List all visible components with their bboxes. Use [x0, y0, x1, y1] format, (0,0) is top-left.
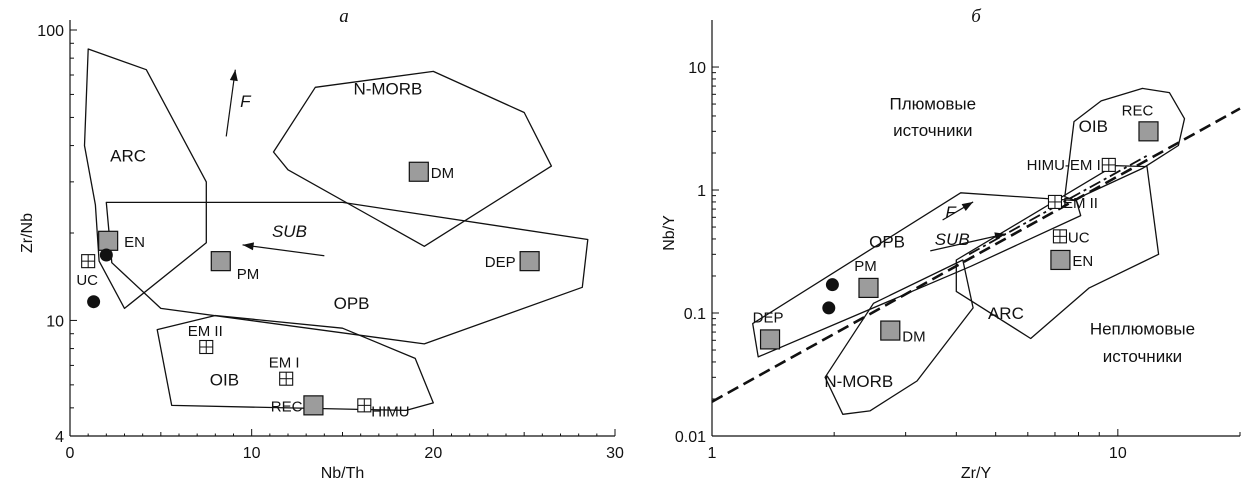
panel-title: б: [971, 6, 982, 27]
arrow-head: [961, 201, 974, 211]
annotation-text: источники: [1103, 347, 1182, 366]
point-label-dep: DEP: [485, 254, 516, 271]
field-arc: [955, 164, 1160, 340]
discriminant-line: [711, 107, 1241, 403]
annotation-text: Плюмовые: [890, 95, 977, 114]
x-tick-label: 20: [424, 445, 442, 462]
point-square-dm: [408, 161, 429, 182]
field-oib: [1064, 87, 1186, 201]
vector-sub: [242, 244, 325, 257]
point-label-en: EN: [1072, 253, 1093, 270]
field-label-opb: OPB: [869, 233, 905, 252]
arrow-head: [229, 69, 238, 82]
annotation-text: Неплюмовые: [1090, 319, 1195, 338]
y-tick-label: 1: [697, 183, 706, 200]
field-n-morb: [824, 259, 974, 415]
field-n-morb: [272, 70, 553, 247]
vector-label-f: F: [945, 203, 957, 222]
point-label-uc: UC: [76, 272, 98, 289]
point-square-pm: [858, 277, 879, 299]
point-label-pm: PM: [854, 258, 877, 275]
point-square-en: [1050, 249, 1071, 271]
field-arc: [83, 48, 207, 310]
panel-a: а Nb/Th Zr/Nb 0 10 20 30 4 10 100 ARC N-MORB OPB OIB F…: [19, 6, 624, 482]
field-label-arc: ARC: [988, 304, 1024, 323]
vector-f: [225, 69, 236, 137]
x-tick-label: 0: [66, 445, 75, 462]
point-dot: [87, 295, 101, 309]
point-label-uc: UC: [1068, 229, 1090, 246]
point-square-rec: [1138, 121, 1159, 142]
field-opb: [105, 201, 589, 345]
y-axis-label: Zr/Nb: [19, 213, 36, 253]
field-label-n-morb: N-MORB: [824, 372, 893, 391]
y-tick-label: 10: [46, 313, 64, 330]
field-label-n-morb: N-MORB: [353, 79, 422, 98]
point-dot: [99, 248, 113, 262]
point-square-pm: [210, 251, 231, 272]
vector-label-sub: SUB: [935, 230, 970, 249]
x-tick-label: 10: [1109, 445, 1127, 462]
field-oib: [156, 314, 434, 412]
field-opb: [752, 192, 1082, 358]
vector-label-sub: SUB: [272, 222, 307, 241]
annotation-text: источники: [893, 121, 972, 140]
point-label-dep: DEP: [753, 309, 784, 326]
point-square-rec: [303, 395, 324, 416]
point-label-rec: REC: [1122, 102, 1154, 119]
y-tick-label: 0.1: [684, 306, 706, 323]
x-axis-label: Nb/Th: [321, 465, 365, 482]
point-label-em-i: EM I: [269, 355, 300, 372]
arrow-head: [994, 232, 1006, 241]
y-axis-label: Nb/Y: [661, 215, 678, 251]
vector-label-f: F: [240, 92, 252, 111]
point-label-rec: REC: [271, 398, 303, 415]
point-label-himu-em-i: HIMU-EM I: [1027, 157, 1101, 174]
field-label-oib: OIB: [210, 371, 239, 390]
vector-sub: [930, 233, 1007, 252]
y-tick-label: 100: [37, 23, 64, 40]
point-square-en: [98, 230, 119, 251]
point-label-em-ii: EM II: [188, 323, 223, 340]
point-label-dm: DM: [902, 329, 925, 346]
point-label-dm: DM: [431, 165, 454, 182]
y-tick-label: 4: [55, 429, 64, 446]
point-label-himu: HIMU: [371, 403, 409, 420]
field-label-opb: OPB: [334, 294, 370, 313]
panel-title: а: [339, 6, 349, 27]
y-tick-label: 0.01: [675, 429, 706, 446]
arrow-head: [242, 242, 255, 251]
point-label-em-ii: EM II: [1063, 195, 1098, 212]
point-label-en: EN: [124, 234, 145, 251]
point-label-pm: PM: [237, 266, 259, 283]
point-square-dep: [759, 329, 781, 350]
x-tick-label: 30: [606, 445, 624, 462]
field-label-arc: ARC: [110, 146, 146, 165]
x-tick-label: 10: [243, 445, 261, 462]
x-tick-label: 1: [708, 445, 717, 462]
y-tick-label: 10: [688, 60, 706, 77]
field-label-oib: OIB: [1079, 117, 1108, 136]
point-dot: [825, 278, 839, 292]
point-dot: [822, 301, 836, 315]
panel-b: б Zr/Y Nb/Y 1 10 0.01 0.1 1 10 OIB OPB N-MORB ARC F SU…: [661, 6, 1241, 482]
point-square-dep: [519, 251, 540, 272]
point-square-dm: [880, 320, 901, 341]
x-axis-label: Zr/Y: [961, 465, 992, 482]
